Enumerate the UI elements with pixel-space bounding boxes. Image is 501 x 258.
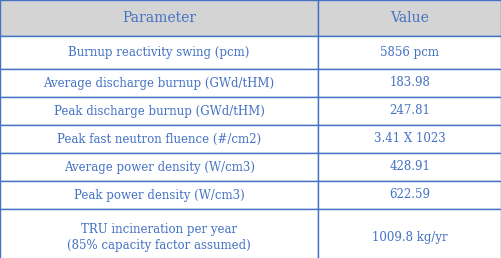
Bar bbox=[318, 125, 501, 153]
Bar bbox=[0, 153, 318, 181]
Bar bbox=[318, 0, 501, 36]
Text: Burnup reactivity swing (pcm): Burnup reactivity swing (pcm) bbox=[68, 46, 250, 59]
Text: Average discharge burnup (GWd/tHM): Average discharge burnup (GWd/tHM) bbox=[44, 77, 275, 90]
Bar bbox=[0, 0, 318, 36]
Bar bbox=[318, 181, 501, 209]
Text: 247.81: 247.81 bbox=[389, 104, 430, 117]
Text: 5856 pcm: 5856 pcm bbox=[380, 46, 439, 59]
Text: 1009.8 kg/yr: 1009.8 kg/yr bbox=[372, 231, 447, 244]
Text: Peak power density (W/cm3): Peak power density (W/cm3) bbox=[74, 189, 244, 201]
Text: 428.91: 428.91 bbox=[389, 160, 430, 173]
Text: 3.41 X 1023: 3.41 X 1023 bbox=[374, 133, 445, 146]
Text: Average power density (W/cm3): Average power density (W/cm3) bbox=[64, 160, 255, 173]
Text: 183.98: 183.98 bbox=[389, 77, 430, 90]
Bar bbox=[318, 36, 501, 69]
Text: Peak fast neutron fluence (#/cm2): Peak fast neutron fluence (#/cm2) bbox=[57, 133, 261, 146]
Text: TRU incineration per year
(85% capacity factor assumed): TRU incineration per year (85% capacity … bbox=[67, 223, 251, 252]
Bar bbox=[0, 36, 318, 69]
Text: 622.59: 622.59 bbox=[389, 189, 430, 201]
Text: Peak discharge burnup (GWd/tHM): Peak discharge burnup (GWd/tHM) bbox=[54, 104, 265, 117]
Bar bbox=[0, 125, 318, 153]
Bar bbox=[0, 97, 318, 125]
Bar bbox=[318, 209, 501, 258]
Bar bbox=[318, 97, 501, 125]
Bar bbox=[0, 181, 318, 209]
Bar bbox=[0, 209, 318, 258]
Bar bbox=[318, 69, 501, 97]
Text: Value: Value bbox=[390, 11, 429, 25]
Bar bbox=[0, 69, 318, 97]
Text: Parameter: Parameter bbox=[122, 11, 196, 25]
Bar bbox=[318, 153, 501, 181]
